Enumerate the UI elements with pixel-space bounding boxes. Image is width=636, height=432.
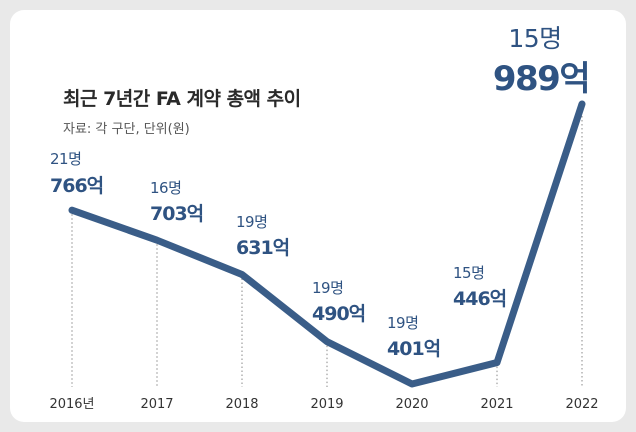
count-label: 15명 <box>508 24 561 53</box>
count-label: 19명 <box>312 279 343 297</box>
x-tick-label: 2021 <box>480 397 513 412</box>
count-label: 15명 <box>453 264 484 282</box>
x-tick-label: 2017 <box>140 397 173 412</box>
count-label: 16명 <box>150 179 181 197</box>
value-label: 401억 <box>387 338 440 360</box>
series-line <box>68 100 586 388</box>
x-tick-label: 2022 <box>565 397 598 412</box>
value-label: 703억 <box>150 203 203 225</box>
chart-title: 최근 7년간 FA 계약 총액 추이 <box>63 88 301 110</box>
count-label: 19명 <box>236 213 267 231</box>
count-label: 21명 <box>50 150 81 168</box>
chart-card: 최근 7년간 FA 계약 총액 추이 자료: 각 구단, 단위(원) <box>10 10 626 422</box>
x-tick-label: 2020 <box>395 397 428 412</box>
x-tick-label: 2016년 <box>49 397 94 412</box>
value-label: 446억 <box>453 288 506 310</box>
x-tick-label: 2019 <box>310 397 343 412</box>
value-label: 766억 <box>50 175 103 197</box>
value-label: 490억 <box>312 303 365 325</box>
chart-source: 자료: 각 구단, 단위(원) <box>63 122 190 137</box>
count-label: 19명 <box>387 314 418 332</box>
value-label: 631억 <box>236 237 289 259</box>
x-tick-label: 2018 <box>225 397 258 412</box>
value-label: 989억 <box>493 59 589 99</box>
